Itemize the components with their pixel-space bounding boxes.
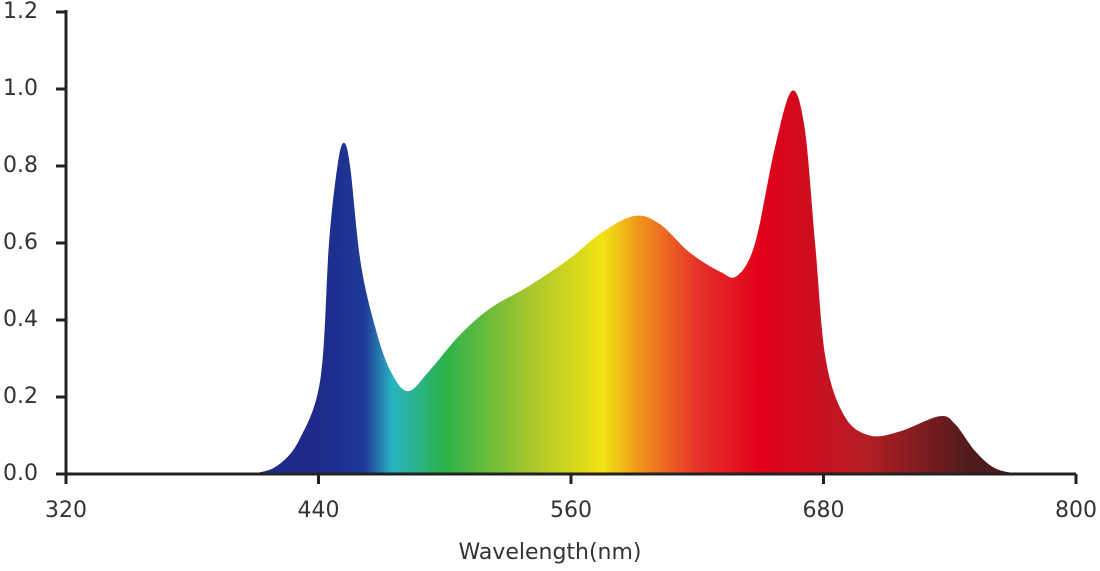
y-tick-label: 0.4 bbox=[3, 307, 38, 332]
y-tick-label: 0.6 bbox=[3, 230, 38, 255]
spectrum-area bbox=[251, 90, 1020, 475]
y-tick-label: 1.2 bbox=[3, 0, 38, 24]
x-tick-label: 440 bbox=[298, 498, 340, 523]
x-axis-label: Wavelength(nm) bbox=[458, 540, 641, 565]
y-tick-label: 0.2 bbox=[3, 384, 38, 409]
y-tick-label: 1.0 bbox=[3, 76, 38, 101]
x-tick-label: 320 bbox=[45, 498, 87, 523]
y-tick-label: 0.8 bbox=[3, 153, 38, 178]
y-tick-label: 0.0 bbox=[3, 461, 38, 486]
x-tick-label: 680 bbox=[803, 498, 845, 523]
x-tick-label: 800 bbox=[1055, 498, 1097, 523]
x-tick-label: 560 bbox=[550, 498, 592, 523]
